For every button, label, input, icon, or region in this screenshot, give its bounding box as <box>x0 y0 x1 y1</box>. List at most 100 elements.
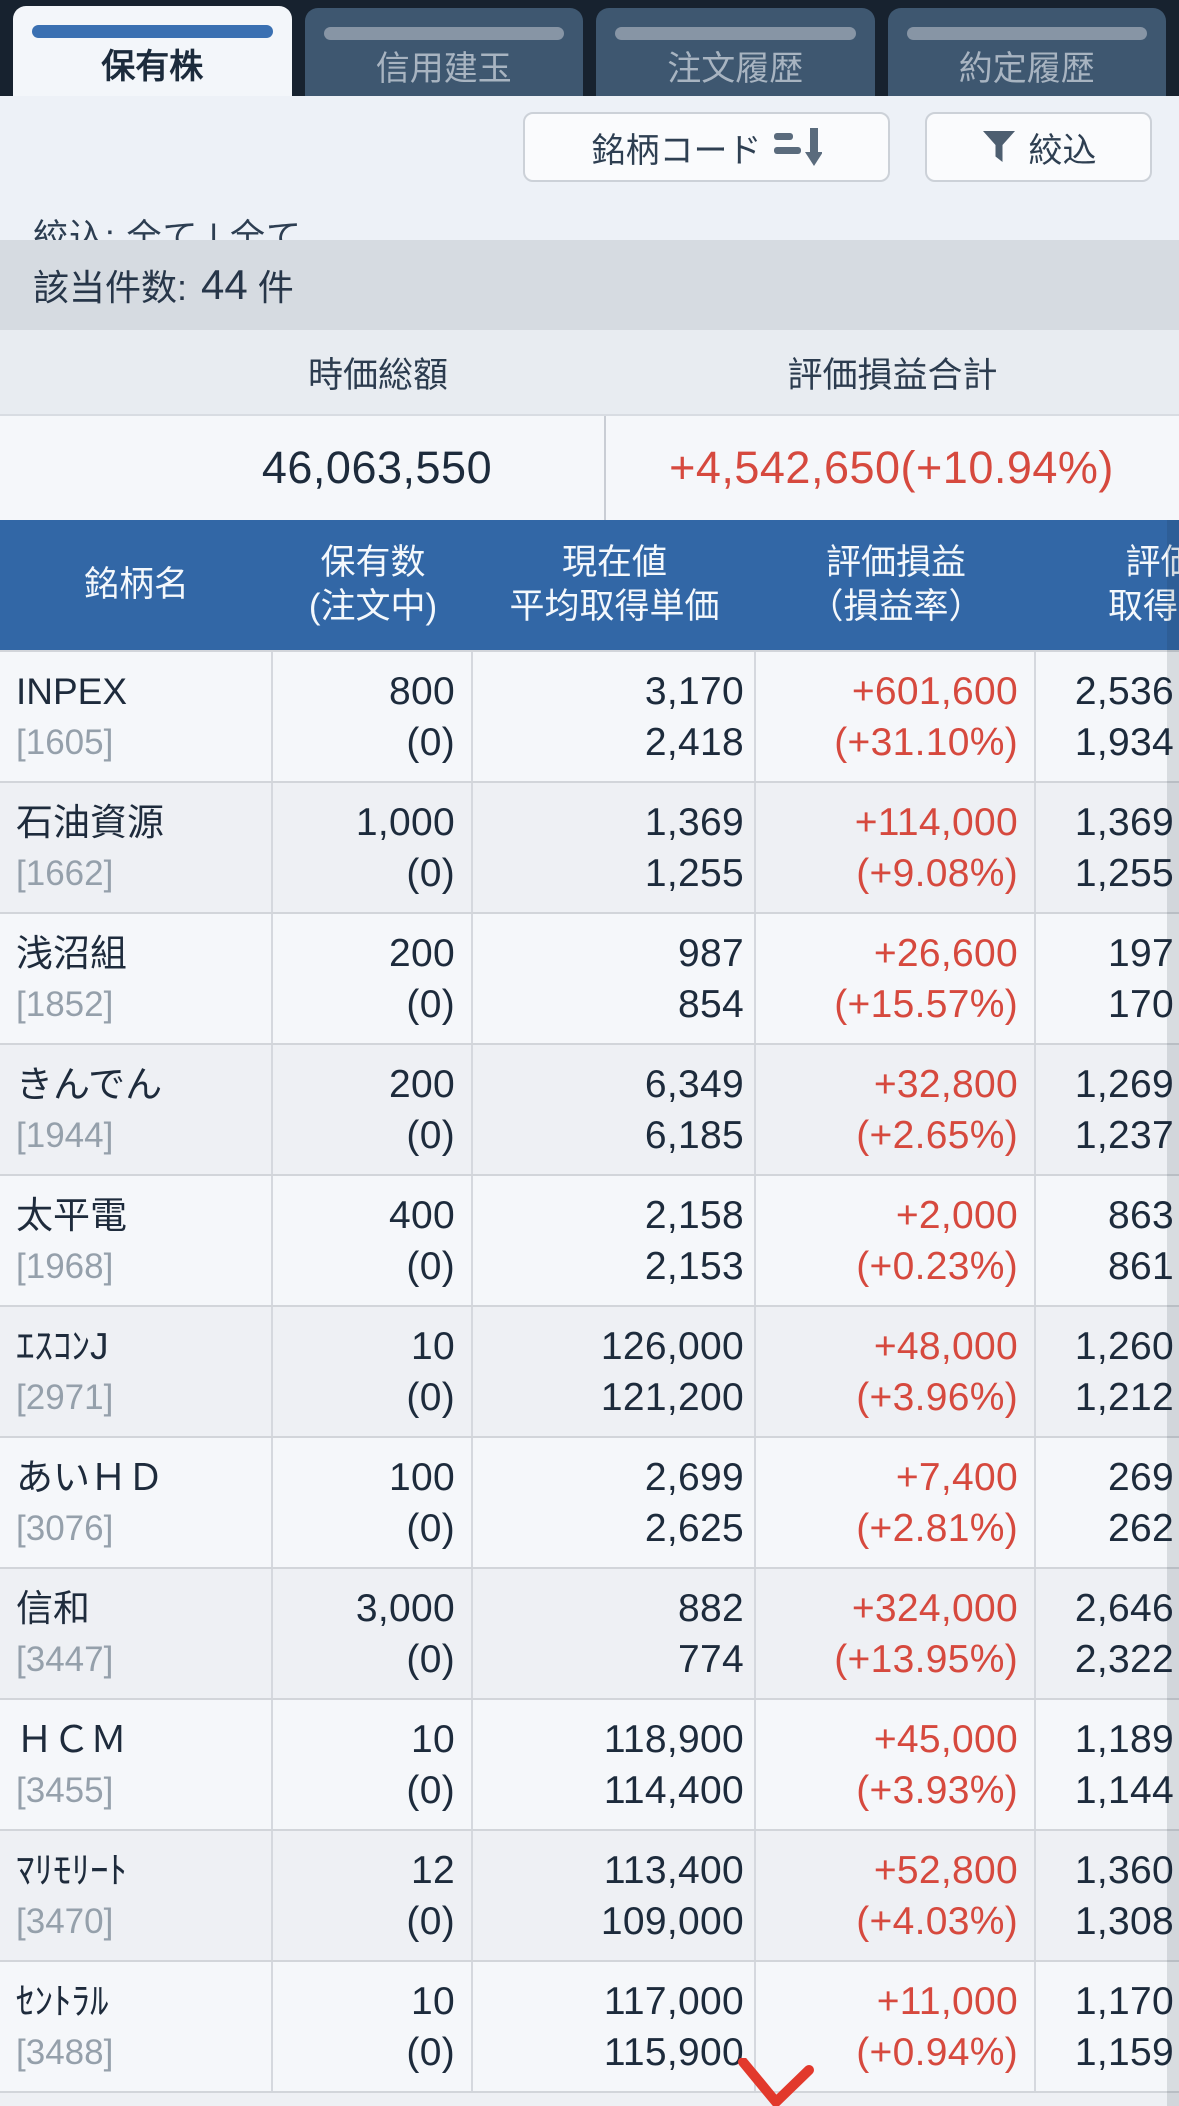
header-valuation-amount: 評価額 取得金額 <box>1107 543 1179 626</box>
valuation-cell: 863 861 <box>1108 1193 1174 1288</box>
stock-name-cell: 太平電 [1968] <box>0 1176 273 1305</box>
result-count-label: 該当件数: <box>33 267 188 308</box>
quantity-cell: 800 (0) <box>273 652 473 781</box>
stock-name-cell: きんでん [1944] <box>0 1045 273 1174</box>
quantity-cell: 3,000 (0) <box>273 1569 473 1698</box>
tab-bar: 保有株 信用建玉 注文履歴 約定履歴 <box>0 0 1179 96</box>
valuation-cell: 197 170 <box>1108 931 1174 1026</box>
funnel-icon <box>982 131 1015 162</box>
table-row[interactable]: 信和 [3447] 3,000 (0) 882 774 +324,000 (+1… <box>0 1567 1179 1698</box>
market-value: 46,063,550 <box>0 416 606 520</box>
filter-toolbar: 絞込: 全て | 全て 銘柄コード 絞込 <box>0 96 1179 257</box>
price-cell: 113,400 109,000 <box>473 1831 756 1960</box>
tab-label: 注文履歴 <box>667 50 804 88</box>
tab-holdings[interactable]: 保有株 <box>13 6 292 96</box>
sort-button-label: 銘柄コード <box>591 131 762 170</box>
price-cell: 6,349 6,185 <box>473 1045 756 1174</box>
pl-cell: +32,800 (+2.65%) <box>756 1045 1036 1174</box>
header-quantity: 保有数 (注文中) <box>308 543 438 626</box>
table-row[interactable]: ｾﾝﾄﾗﾙ [3488] 10 (0) 117,000 115,900 +11,… <box>0 1960 1179 2091</box>
quantity-cell: 200 (0) <box>273 1045 473 1174</box>
valuation-cell: 269 262 <box>1108 1455 1174 1550</box>
quantity-cell: 10 (0) <box>273 1962 473 2091</box>
price-cell: 987 854 <box>473 914 756 1043</box>
stock-name-cell: ＨＣＭ [3455] <box>0 1700 273 1829</box>
tab-margin-positions[interactable]: 信用建玉 <box>304 8 583 96</box>
stock-name-cell: 浅沼組 [1852] <box>0 914 273 1043</box>
table-row[interactable]: きんでん [1944] 200 (0) 6,349 6,185 +32,800 … <box>0 1043 1179 1174</box>
price-cell: 126,000 121,200 <box>473 1307 756 1436</box>
stock-name-cell: ｾﾝﾄﾗﾙ [3488] <box>0 1962 273 2091</box>
pl-cell: +601,600 (+31.10%) <box>756 652 1036 781</box>
tab-order-history[interactable]: 注文履歴 <box>596 8 875 96</box>
price-cell: 1,369 1,255 <box>473 783 756 912</box>
holdings-table: 銘柄名 保有数 (注文中) 現在値 平均取得単価 評価損益 （損益率） 評価額 … <box>0 520 1179 2106</box>
valuation-cell: 1,269 1,237 <box>1074 1062 1174 1157</box>
table-row[interactable]: 太平電 [1968] 400 (0) 2,158 2,153 +2,000 (+… <box>0 1174 1179 1305</box>
table-row[interactable]: INPEX [1605] 800 (0) 3,170 2,418 +601,60… <box>0 650 1179 781</box>
pl-cell: +324,000 (+13.95%) <box>756 1569 1036 1698</box>
table-row[interactable]: 石油資源 [1662] 1,000 (0) 1,369 1,255 +114,0… <box>0 781 1179 912</box>
quantity-cell: 400 (0) <box>273 1176 473 1305</box>
summary-header-row: 時価総額 評価損益合計 <box>0 330 1179 416</box>
total-pl-header: 評価損益合計 <box>787 355 998 395</box>
tab-label: 信用建玉 <box>375 50 512 88</box>
quantity-cell: 100 (0) <box>273 1438 473 1567</box>
pl-cell: +52,800 (+4.03%) <box>756 1831 1036 1960</box>
table-row[interactable]: ｴｽｺﾝJ [2971] 10 (0) 126,000 121,200 +48,… <box>0 1305 1179 1436</box>
valuation-cell: 1,260 1,212 <box>1074 1324 1174 1419</box>
inactive-tab-indicator <box>615 27 856 40</box>
price-cell: 3,170 2,418 <box>473 652 756 781</box>
total-pl-value: +4,542,650(+10.94%) <box>669 442 1114 493</box>
result-count-value: 44 <box>201 261 248 308</box>
filter-button-label: 絞込 <box>1028 131 1097 170</box>
pl-cell: +48,000 (+3.96%) <box>756 1307 1036 1436</box>
valuation-cell: 1,360 1,308 <box>1074 1848 1174 1943</box>
pl-cell: +114,000 (+9.08%) <box>756 783 1036 912</box>
pl-cell: +2,000 (+0.23%) <box>756 1176 1036 1305</box>
inactive-tab-indicator <box>906 27 1147 40</box>
sort-descending-icon <box>773 128 822 166</box>
result-count-band: 該当件数: 44 件 <box>0 240 1179 330</box>
tab-label: 保有株 <box>101 48 204 86</box>
valuation-cell: 1,369 1,255 <box>1074 800 1174 895</box>
table-row[interactable]: 浅沼組 [1852] 200 (0) 987 854 +26,600 (+15.… <box>0 912 1179 1043</box>
filter-button[interactable]: 絞込 <box>925 112 1152 182</box>
quantity-cell: 10 (0) <box>273 1700 473 1829</box>
stock-name-cell: ﾏﾘﾓﾘｰﾄ [3470] <box>0 1831 273 1960</box>
valuation-cell: 2,536 1,934 <box>1074 669 1174 764</box>
stock-name-cell: 信和 [3447] <box>0 1569 273 1698</box>
price-cell: 2,158 2,153 <box>473 1176 756 1305</box>
stock-name-cell: あいＨＤ [3076] <box>0 1438 273 1567</box>
table-row[interactable]: あいＨＤ [3076] 100 (0) 2,699 2,625 +7,400 (… <box>0 1436 1179 1567</box>
price-cell: 118,900 114,400 <box>473 1700 756 1829</box>
quantity-cell: 1,000 (0) <box>273 783 473 912</box>
table-header-row: 銘柄名 保有数 (注文中) 現在値 平均取得単価 評価損益 （損益率） 評価額 … <box>0 520 1179 650</box>
table-row[interactable]: ﾏﾘﾓﾘｰﾄ [3470] 12 (0) 113,400 109,000 +52… <box>0 1829 1179 1960</box>
valuation-cell: 1,170 1,159 <box>1074 1979 1174 2074</box>
sort-by-code-button[interactable]: 銘柄コード <box>523 112 890 182</box>
pl-cell: +11,000 (+0.94%) <box>756 1962 1036 2091</box>
summary-value-row: 46,063,550 +4,542,650(+10.94%) <box>0 416 1179 520</box>
table-row[interactable]: ＨＣＭ [3455] 10 (0) 118,900 114,400 +45,00… <box>0 1698 1179 1829</box>
table-body: INPEX [1605] 800 (0) 3,170 2,418 +601,60… <box>0 650 1179 2091</box>
stock-name-cell: INPEX [1605] <box>0 652 273 781</box>
tab-execution-history[interactable]: 約定履歴 <box>887 8 1166 96</box>
red-annotation-chevron <box>735 2058 817 2106</box>
active-tab-indicator <box>32 25 273 38</box>
inactive-tab-indicator <box>323 27 564 40</box>
table-bottom-filler <box>0 2091 1179 2106</box>
valuation-cell: 2,646 2,322 <box>1074 1586 1174 1681</box>
price-cell: 2,699 2,625 <box>473 1438 756 1567</box>
price-cell: 882 774 <box>473 1569 756 1698</box>
valuation-cell: 1,189 1,144 <box>1074 1717 1174 1812</box>
pl-cell: +7,400 (+2.81%) <box>756 1438 1036 1567</box>
tab-label: 約定履歴 <box>958 50 1095 88</box>
header-stock-name: 銘柄名 <box>83 565 189 604</box>
pl-cell: +26,600 (+15.57%) <box>756 914 1036 1043</box>
header-valuation-pl: 評価損益 （損益率） <box>808 543 984 626</box>
stock-name-cell: 石油資源 [1662] <box>0 783 273 912</box>
header-current-price: 現在値 平均取得単価 <box>509 543 720 626</box>
market-value-header: 時価総額 <box>307 355 448 395</box>
result-count-unit: 件 <box>257 267 294 308</box>
